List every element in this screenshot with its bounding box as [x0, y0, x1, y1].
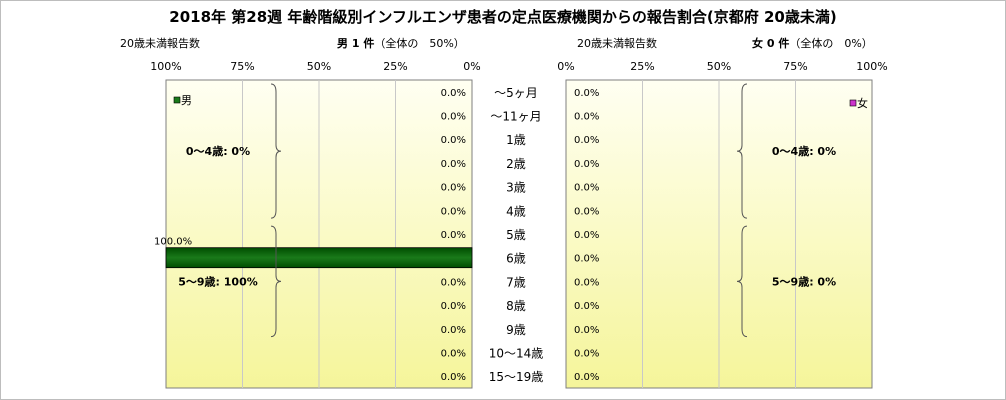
- age-category-label: 5歳: [506, 228, 526, 242]
- female-chart: 0% 25% 50% 75% 100% 0.0% 0.0% 0.0% 0.0% 0.0% 0.0% 0…: [557, 60, 888, 389]
- male-data-label: 0.0%: [441, 348, 466, 359]
- male-data-label: 100.0%: [154, 237, 192, 248]
- male-bar: [165, 247, 473, 269]
- age-category-label: 2歳: [506, 157, 526, 171]
- male-group-brace: [270, 83, 282, 219]
- female-group-brace: [736, 225, 748, 338]
- female-x-tick-label: 100%: [856, 60, 887, 73]
- female-data-label: 0.0%: [574, 254, 599, 265]
- age-category-label: 4歳: [506, 204, 526, 218]
- female-data-label: 0.0%: [574, 88, 599, 99]
- male-legend-swatch: [173, 96, 181, 104]
- female-x-tick-label: 25%: [630, 60, 654, 73]
- male-data-label: 0.0%: [441, 88, 466, 99]
- age-category-label: 10〜14歳: [489, 346, 544, 360]
- female-data-label: 0.0%: [574, 277, 599, 288]
- age-category-axis: 〜5ヶ月〜11ヶ月 1歳 2歳 3歳 4歳 5歳 6歳 7歳 8歳 9歳 10〜14歳 15〜19歳: [489, 86, 544, 384]
- age-category-label: 8歳: [506, 299, 526, 313]
- male-data-label: 0.0%: [441, 277, 466, 288]
- female-group-label: 5〜9歳: 0%: [772, 274, 836, 288]
- male-data-label: 0.0%: [441, 159, 466, 170]
- male-data-label: 0.0%: [441, 325, 466, 336]
- female-x-tick-label: 0%: [557, 60, 574, 73]
- female-data-label: 0.0%: [574, 159, 599, 170]
- male-data-label: 0.0%: [441, 206, 466, 217]
- male-group-label: 5〜9歳: 100%: [178, 274, 258, 288]
- age-category-label: 〜5ヶ月: [494, 86, 538, 100]
- age-category-label: 〜11ヶ月: [490, 110, 541, 124]
- male-x-tick-label: 50%: [307, 60, 331, 73]
- female-data-label: 0.0%: [574, 112, 599, 123]
- male-data-label: 0.0%: [441, 112, 466, 123]
- male-x-tick-label: 25%: [383, 60, 407, 73]
- male-summary-share: （全体の 50%）: [374, 37, 465, 50]
- female-data-label: 0.0%: [574, 325, 599, 336]
- female-x-tick-label: 75%: [783, 60, 807, 73]
- age-category-label: 15〜19歳: [489, 370, 544, 384]
- male-summary-count: 男 1 件: [337, 37, 375, 50]
- female-legend-label: 女: [857, 96, 868, 110]
- female-summary: 女 0 件（全体の 0%）: [752, 35, 873, 51]
- female-data-label: 0.0%: [574, 348, 599, 359]
- male-group-label: 0〜4歳: 0%: [186, 144, 250, 158]
- age-category-label: 3歳: [506, 181, 526, 195]
- female-summary-count: 女 0 件: [752, 37, 790, 50]
- male-x-tick-label: 100%: [150, 60, 181, 73]
- chart-title: 2018年 第28週 年齢階級別インフルエンザ患者の定点医療機関からの報告割合(…: [169, 8, 837, 26]
- male-x-tick-label: 75%: [230, 60, 254, 73]
- age-category-label: 9歳: [506, 323, 526, 337]
- female-group-brace: [736, 83, 748, 219]
- male-x-tick-label: 0%: [463, 60, 480, 73]
- female-data-label: 0.0%: [574, 183, 599, 194]
- female-data-label: 0.0%: [574, 135, 599, 146]
- male-data-label: 0.0%: [441, 301, 466, 312]
- female-data-label: 0.0%: [574, 301, 599, 312]
- male-summary: 男 1 件（全体の 50%）: [337, 35, 465, 51]
- male-data-label: 0.0%: [441, 230, 466, 241]
- female-data-label: 0.0%: [574, 372, 599, 383]
- female-count-label: 20歳未満報告数: [577, 37, 657, 50]
- female-group-label: 0〜4歳: 0%: [772, 144, 836, 158]
- female-data-label: 0.0%: [574, 230, 599, 241]
- male-count-label: 20歳未満報告数: [120, 37, 200, 50]
- male-data-label: 0.0%: [441, 183, 466, 194]
- female-data-label: 0.0%: [574, 206, 599, 217]
- female-summary-share: （全体の 0%）: [789, 37, 873, 50]
- female-x-tick-label: 50%: [707, 60, 731, 73]
- age-category-label: 1歳: [506, 133, 526, 147]
- male-data-label: 0.0%: [441, 135, 466, 146]
- female-legend-swatch: [849, 99, 857, 107]
- male-data-label: 0.0%: [441, 372, 466, 383]
- male-legend-label: 男: [181, 94, 192, 107]
- male-chart: 100% 75% 50% 25% 0% 0.0% 0.0% 0.0% 0.0% 0.0% 0.0% 0…: [150, 60, 481, 389]
- age-category-label: 6歳: [506, 252, 526, 266]
- age-category-label: 7歳: [506, 275, 526, 289]
- male-group-brace: [270, 225, 282, 338]
